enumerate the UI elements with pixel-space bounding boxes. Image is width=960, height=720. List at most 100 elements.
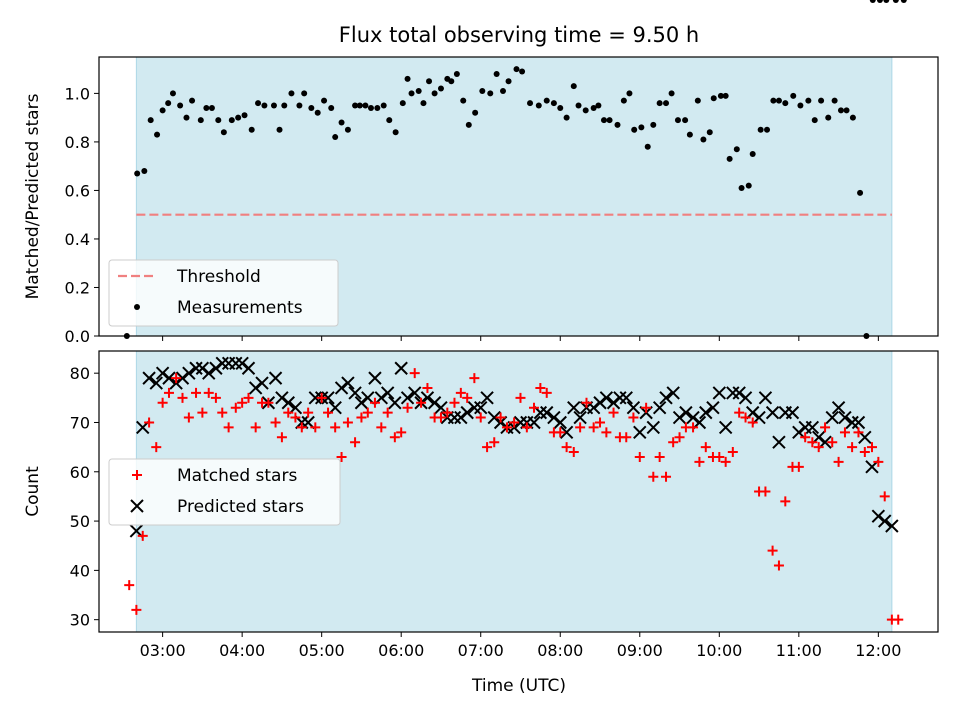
predicted-point [268,371,283,385]
measurement-point [248,126,255,133]
matched-point [807,437,818,448]
measurement-point [453,70,460,77]
matched-point [296,422,307,433]
matched-point [250,422,261,433]
predicted-point [606,396,621,410]
measurement-point [276,126,283,133]
matched-point [879,491,890,502]
bottom-panel: 30 40 50 60 70 80 Count 03:00 04:00 05:00 06:00 07:… [23,350,939,660]
y-axis-label: Matched/Predicted stars [23,93,43,299]
measurement-point [663,100,670,107]
measurement-point [620,97,627,104]
measurement-point [465,121,472,128]
chart-title: Flux total observing time = 9.50 h [339,23,699,47]
measurement-point [328,104,335,111]
measurement-point [220,129,227,136]
measurement-point [900,0,907,3]
measurement-point [169,90,176,97]
measurement-point [694,97,701,104]
legend-box [108,458,341,526]
matched-point [389,432,400,443]
measurement-point [415,87,422,94]
predicted-point [388,396,402,410]
predicted-point [162,371,176,385]
predicted-point [672,410,687,425]
measurement-point [722,92,729,99]
measurement-point [165,100,172,107]
axes-frame [98,350,939,633]
predicted-point [871,509,886,523]
matched-point [270,417,281,428]
measurement-point [582,107,589,114]
measurement-point [626,90,633,97]
predicted-point [155,366,170,380]
measurement-point [631,126,638,133]
predicted-point [480,391,494,405]
predicted-point [142,371,156,385]
measurement-point [487,90,494,97]
x-tick-label: 08:00 [537,641,583,660]
matched-point [601,427,612,438]
measurement-point [472,109,479,116]
y-tick-label: 40 [70,561,90,580]
predicted-point [765,405,780,420]
matched-point [734,407,745,418]
matched-point [641,402,652,413]
measurement-point [600,117,607,124]
matched-point [323,407,334,418]
matched-point [342,417,353,428]
predicted-point [732,386,746,400]
matched-point [588,422,599,433]
measurement-point [764,126,771,133]
predicted-point [202,366,216,380]
legend-measurement-swatch [134,304,140,310]
measurement-point [557,104,564,111]
matched-point [800,432,811,443]
measurement-point [857,189,864,196]
matched-point [482,442,493,453]
matched-point [661,471,672,482]
measurement-point [790,92,797,99]
measurement-point [197,117,204,124]
predicted-point [626,400,641,415]
matched-point [442,407,453,418]
measurement-point [782,100,789,107]
matched-point [820,422,831,433]
predicted-point [241,361,256,375]
measurement-point [426,78,433,85]
matched-point [866,442,877,453]
matched-point [475,412,486,423]
measurement-point [710,95,717,102]
matched-point [621,432,632,443]
measurement-point [575,102,582,109]
measurement-point [321,97,328,104]
matched-point [124,580,135,591]
matched-point [369,397,380,408]
matched-point [529,402,540,413]
measurement-point [399,100,406,107]
matched-point [283,407,294,418]
measurement-point [448,78,455,85]
matched-point [568,447,579,458]
predicted-point [281,396,295,410]
matched-point [177,392,188,403]
x-tick-label: 05:00 [299,641,345,660]
predicted-point [149,376,163,390]
measurement-point [367,104,374,111]
legend-entry-label: Matched stars [177,466,297,486]
predicted-point [593,396,607,410]
measurement-point [183,114,190,121]
measurement-point [682,117,689,124]
matched-point [700,442,711,453]
predicted-point [215,356,229,371]
predicted-point [851,415,866,430]
matched-point [541,387,552,398]
measurement-point [147,117,154,124]
matched-point [773,560,784,571]
measurement-point [374,104,381,111]
matched-point [402,402,413,413]
matched-point [767,545,778,556]
y-tick-label: 0.4 [65,230,90,249]
legend-entry-label: Predicted stars [177,497,304,517]
measurement-point [644,143,651,150]
